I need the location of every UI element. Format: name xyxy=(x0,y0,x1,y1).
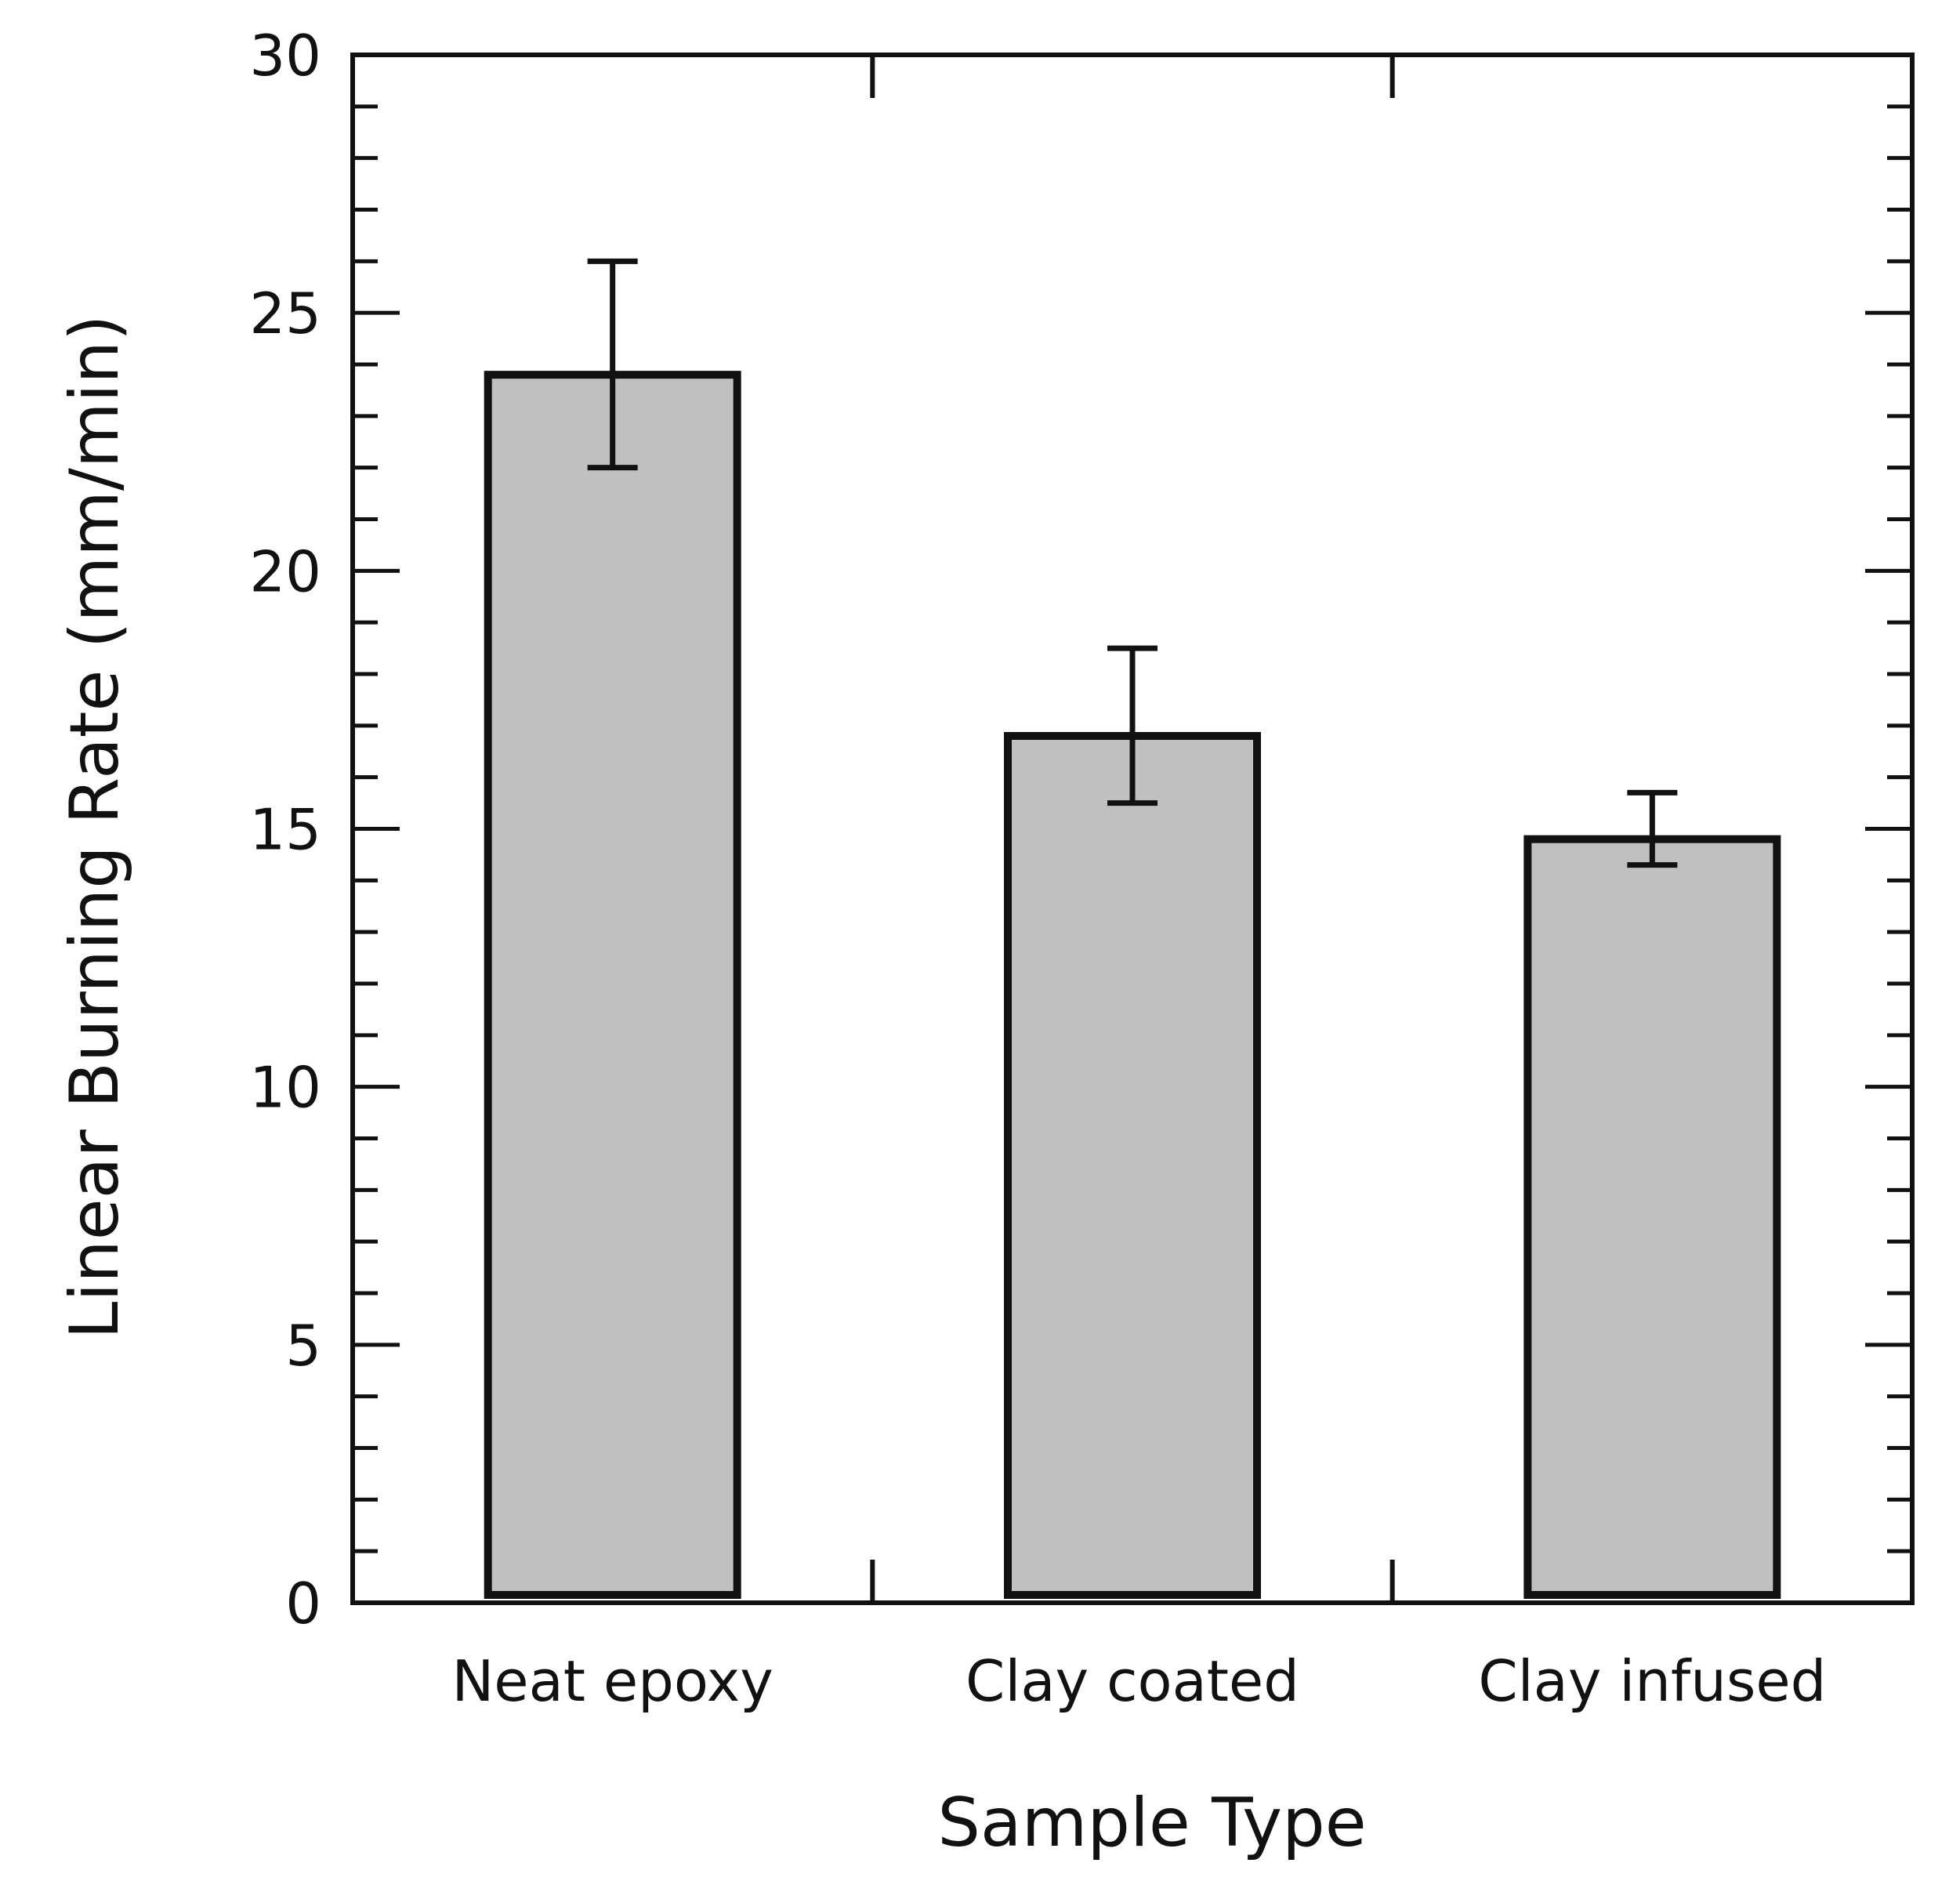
bar-neat-epoxy xyxy=(484,371,741,1600)
y-axis-ticks: 0 5 10 15 20 25 30 xyxy=(249,23,1912,1636)
bars xyxy=(484,371,1781,1600)
x-axis-ticks: Neat epoxy Clay coated Clay infused xyxy=(451,55,1826,1714)
y-tick-label: 20 xyxy=(249,538,321,604)
y-tick-label: 30 xyxy=(249,23,321,89)
y-axis-title: Linear Burning Rate (mm/min) xyxy=(56,314,134,1339)
y-tick-label: 0 xyxy=(285,1571,321,1636)
x-axis-title: Sample Type xyxy=(937,1784,1366,1862)
error-bar-neat-epoxy xyxy=(587,258,638,471)
bar-clay-coated xyxy=(1004,732,1261,1599)
bar-clay-infused xyxy=(1523,835,1781,1599)
y-tick-label: 10 xyxy=(249,1055,321,1121)
x-category-label: Clay infused xyxy=(1478,1648,1826,1714)
x-category-label: Neat epoxy xyxy=(451,1648,773,1714)
x-category-label: Clay coated xyxy=(966,1648,1299,1714)
error-bar-clay-infused xyxy=(1627,789,1678,868)
y-tick-label: 15 xyxy=(249,797,321,863)
error-bar-clay-coated xyxy=(1107,645,1158,806)
y-tick-label: 5 xyxy=(285,1313,321,1379)
y-tick-label: 25 xyxy=(249,281,321,346)
error-bars xyxy=(587,258,1678,868)
